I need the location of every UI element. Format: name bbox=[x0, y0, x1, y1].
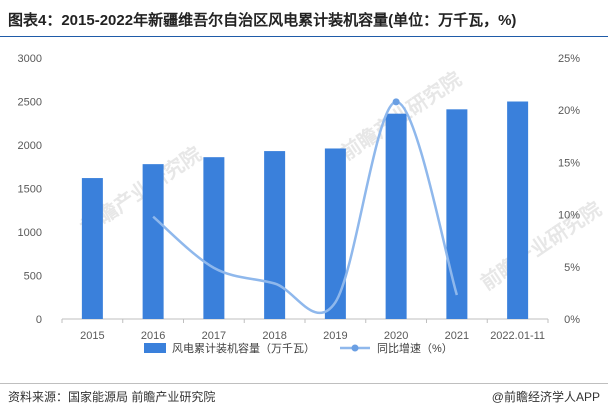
y-tick-label-left: 0 bbox=[36, 314, 42, 326]
legend-swatch-bar bbox=[144, 343, 166, 353]
y-tick-label-right: 15% bbox=[558, 157, 580, 169]
legend-swatch-point bbox=[351, 344, 359, 352]
chart-title: 图表4：2015-2022年新疆维吾尔自治区风电累计装机容量(单位：万千瓦，%) bbox=[8, 12, 517, 29]
bar bbox=[446, 109, 468, 319]
y-tick-label-left: 1000 bbox=[18, 227, 42, 239]
bar bbox=[385, 113, 407, 320]
x-tick-label: 2015 bbox=[80, 330, 104, 342]
y-tick-label-left: 2000 bbox=[18, 140, 42, 152]
y-tick-label-right: 0% bbox=[564, 314, 580, 326]
x-tick-label: 2016 bbox=[141, 330, 165, 342]
x-tick-label: 2017 bbox=[202, 330, 226, 342]
bar bbox=[507, 101, 529, 319]
y-tick-label-right: 25% bbox=[558, 53, 580, 65]
brand-credit: @前瞻经济学人APP bbox=[491, 390, 600, 404]
x-tick-label: 2022.01-11 bbox=[490, 330, 545, 342]
legend-label-bar: 风电累计装机容量（万千瓦） bbox=[172, 341, 315, 355]
bar bbox=[264, 151, 286, 319]
x-tick-label: 2021 bbox=[445, 330, 469, 342]
y-tick-label-left: 2500 bbox=[18, 97, 42, 109]
y-tick-label-left: 3000 bbox=[18, 53, 42, 65]
title-divider bbox=[0, 36, 608, 37]
line-point bbox=[392, 98, 400, 106]
bar bbox=[203, 157, 225, 319]
y-tick-label-right: 10% bbox=[558, 210, 580, 222]
growth-line bbox=[152, 100, 459, 315]
y-tick-label-left: 500 bbox=[24, 271, 42, 283]
bar bbox=[142, 164, 164, 319]
x-tick-label: 2019 bbox=[323, 330, 347, 342]
y-tick-label-left: 1500 bbox=[18, 184, 42, 196]
x-tick-label: 2018 bbox=[262, 330, 286, 342]
source-note: 资料来源：国家能源局 前瞻产业研究院 bbox=[8, 390, 216, 404]
y-tick-label-right: 5% bbox=[564, 262, 580, 274]
legend-label-line: 同比增速（%） bbox=[377, 341, 453, 355]
bar bbox=[324, 148, 346, 319]
bar bbox=[81, 178, 103, 319]
x-tick-label: 2020 bbox=[384, 330, 408, 342]
y-tick-label-right: 20% bbox=[558, 105, 580, 117]
chart-svg: 0 500 1000 1500 2000 2500 3000 0% 5% 10% 15% 20% 25%… bbox=[18, 53, 581, 355]
footer-divider bbox=[0, 383, 608, 384]
